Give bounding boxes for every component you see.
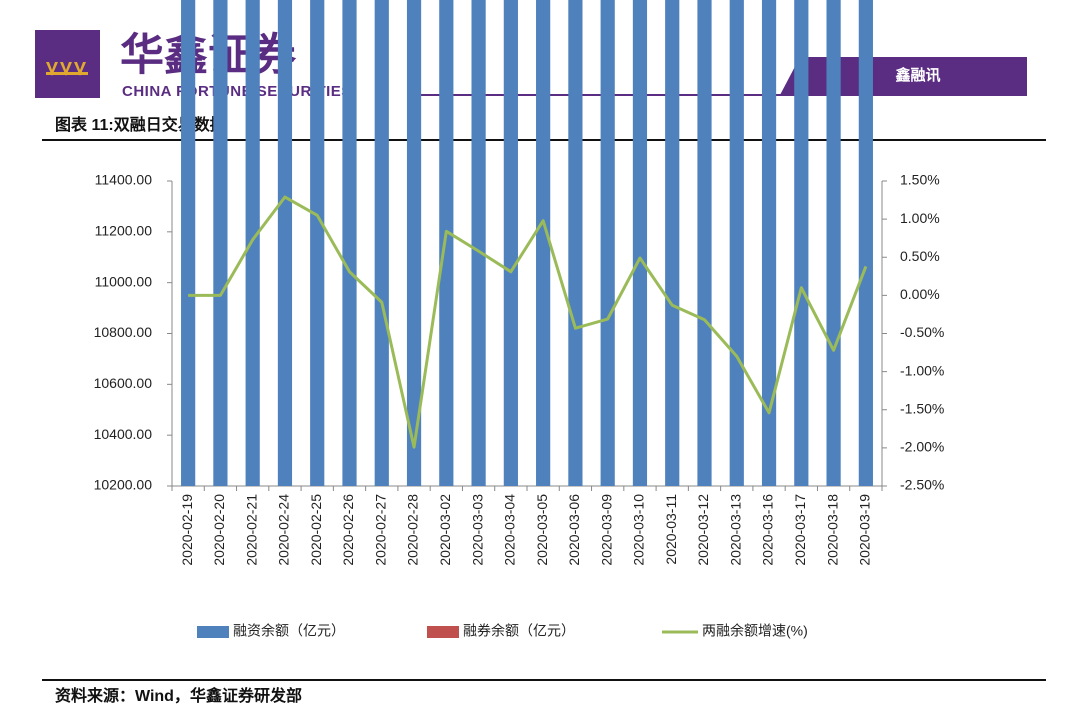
legend-label: 两融余额增速(%) bbox=[702, 623, 808, 639]
x-tick-label: 2020-02-26 bbox=[340, 494, 356, 566]
x-tick-label: 2020-02-24 bbox=[276, 494, 292, 566]
bar bbox=[277, 0, 293, 486]
y-tick-label: 10400.00 bbox=[94, 426, 153, 442]
x-tick-label: 2020-02-27 bbox=[372, 494, 388, 566]
header-banner bbox=[780, 57, 1027, 95]
bar bbox=[213, 0, 228, 486]
bar bbox=[181, 0, 196, 486]
brand: 华鑫证券 bbox=[120, 31, 297, 80]
y2-tick-label: -1.00% bbox=[900, 362, 944, 378]
x-tick-label: 2020-02-28 bbox=[405, 494, 421, 566]
bar bbox=[374, 0, 389, 486]
bar bbox=[729, 0, 744, 486]
x-tick-label: 2020-03-12 bbox=[695, 494, 711, 566]
legend-swatch bbox=[427, 626, 459, 638]
bar bbox=[471, 0, 486, 486]
y-tick-label: 11200.00 bbox=[95, 223, 153, 239]
x-tick-label: 2020-03-05 bbox=[534, 494, 550, 566]
y-tick-label: 11400.00 bbox=[95, 172, 153, 188]
chart: 10200.00 10400.00 10600.00 10800.00 11000.00… bbox=[94, 0, 944, 639]
bar bbox=[568, 0, 583, 486]
x-tick-label: 2020-03-18 bbox=[824, 494, 840, 566]
legend-label: 融券余额（亿元） bbox=[463, 623, 575, 639]
x-tick-label: 2020-03-19 bbox=[857, 494, 873, 566]
y-tick-label: 10800.00 bbox=[94, 324, 153, 340]
legend-label: 融资余额（亿元） bbox=[233, 623, 345, 639]
logo-mark bbox=[46, 62, 88, 76]
x-tick-label: 2020-03-11 bbox=[663, 494, 679, 565]
y-tick-label: 11000.00 bbox=[95, 273, 153, 289]
x-tick-label: 2020-03-10 bbox=[631, 494, 647, 566]
bar bbox=[761, 0, 777, 486]
bar bbox=[536, 0, 551, 486]
header-tag: 鑫融讯 bbox=[894, 66, 940, 84]
y-tick-label: 10600.00 bbox=[94, 375, 153, 391]
x-tick-label: 2020-03-04 bbox=[502, 494, 518, 566]
brand-en: CHINA FORTUNE SECURITIES bbox=[122, 83, 352, 100]
legend-swatch bbox=[197, 626, 229, 638]
y2-tick-label: -2.00% bbox=[900, 439, 944, 455]
bar bbox=[794, 0, 809, 486]
bar bbox=[600, 0, 615, 486]
line bbox=[188, 195, 868, 449]
bar bbox=[342, 0, 357, 486]
figure-title: 图表 11:双融日交易数据 bbox=[55, 115, 226, 134]
bar bbox=[245, 0, 260, 486]
y-tick-label: 10200.00 bbox=[94, 477, 153, 493]
source: 资料来源：Wind，华鑫证券研发部 bbox=[55, 686, 302, 705]
bar bbox=[632, 0, 648, 486]
y2-tick-label: 0.00% bbox=[900, 286, 940, 302]
x-tick-label: 2020-02-20 bbox=[211, 494, 227, 566]
bar bbox=[503, 0, 518, 486]
bar bbox=[826, 0, 841, 486]
bar bbox=[697, 0, 712, 486]
y2-tick-label: -2.50% bbox=[900, 477, 944, 493]
bar bbox=[665, 0, 680, 486]
x-tick-label: 2020-03-09 bbox=[598, 494, 614, 566]
x-tick-label: 2020-03-03 bbox=[469, 494, 485, 566]
bar bbox=[406, 0, 422, 486]
logo bbox=[35, 30, 100, 98]
x-tick-label: 2020-03-02 bbox=[437, 494, 453, 566]
y2-tick-label: -1.50% bbox=[900, 400, 944, 416]
x-tick-label: 2020-02-19 bbox=[179, 494, 195, 566]
y2-tick-label: 1.00% bbox=[900, 210, 940, 226]
x-tick-label: 2020-02-21 bbox=[243, 494, 259, 566]
y2-tick-label: 1.50% bbox=[900, 172, 940, 188]
bar bbox=[310, 0, 325, 486]
bar bbox=[439, 0, 454, 486]
x-tick-label: 2020-02-25 bbox=[308, 494, 324, 566]
y2-tick-label: 0.50% bbox=[900, 248, 940, 264]
x-tick-label: 2020-03-13 bbox=[727, 494, 743, 566]
bar bbox=[858, 0, 873, 486]
x-tick-label: 2020-03-06 bbox=[566, 494, 582, 566]
x-tick-label: 2020-03-17 bbox=[792, 494, 808, 566]
y2-tick-label: -0.50% bbox=[900, 324, 944, 340]
x-tick-label: 2020-03-16 bbox=[760, 494, 776, 566]
